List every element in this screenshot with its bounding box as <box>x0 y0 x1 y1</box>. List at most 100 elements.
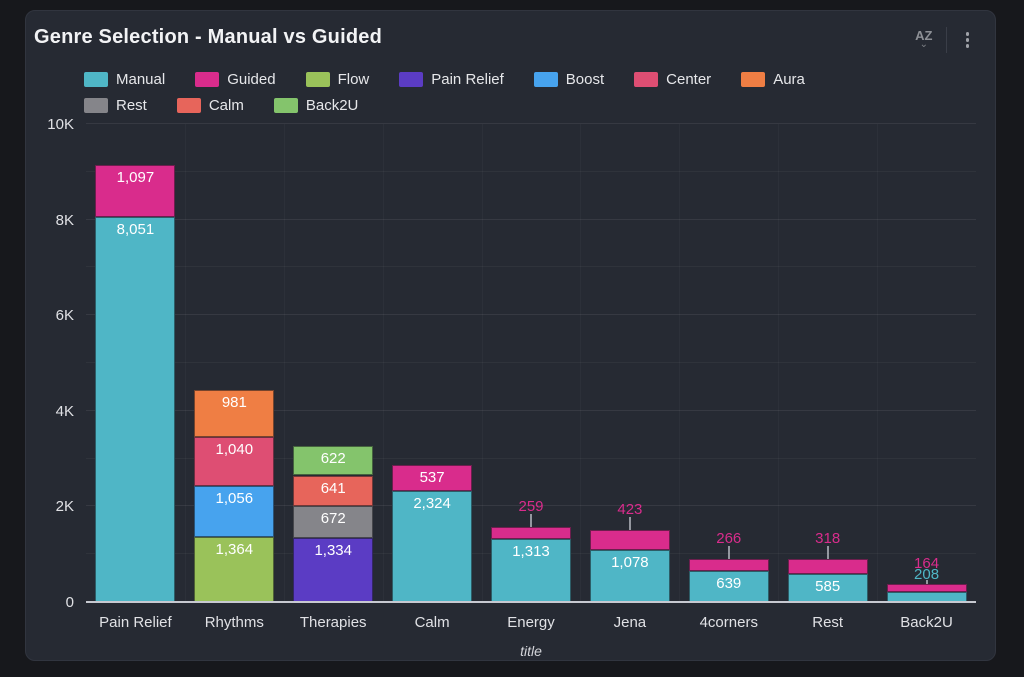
gridline <box>482 124 483 602</box>
label-connector-line <box>530 513 532 531</box>
value-label: 641 <box>320 479 346 497</box>
y-axis-tick-label: 6K <box>55 307 74 325</box>
legend-item-label: Calm <box>208 97 244 114</box>
bar-segment-therapies-back2u[interactable]: 622 <box>293 445 374 476</box>
legend-row: Rest Calm Back2U <box>84 97 805 114</box>
legend-item-guided[interactable]: Guided <box>195 71 276 88</box>
bar-segment-jena-manual[interactable]: 1,078 <box>589 550 670 602</box>
header-divider <box>945 27 947 53</box>
bar-segment-pain-relief-guided[interactable]: 1,097 <box>95 164 176 218</box>
legend-item-label: Pain Relief <box>431 71 504 88</box>
kebab-menu-icon[interactable] <box>960 29 976 51</box>
gridline <box>580 124 581 602</box>
bar-segment-rhythms-aura[interactable]: 981 <box>194 389 275 437</box>
value-label: 981 <box>221 393 247 411</box>
label-connector-line <box>826 545 829 563</box>
gridline <box>86 457 976 459</box>
bar-segment-jena-guided[interactable] <box>589 530 670 551</box>
value-label: 1,097 <box>116 168 155 186</box>
bar-segment-energy-manual[interactable]: 1,313 <box>491 539 571 602</box>
bar-segment-calm-manual[interactable]: 2,324 <box>392 490 473 602</box>
x-axis-title: title <box>520 643 542 659</box>
legend-swatch <box>84 98 108 113</box>
label-connector-line <box>628 517 631 535</box>
bar-segment-rhythms-flow[interactable]: 1,364 <box>194 536 275 602</box>
gridline <box>185 124 186 602</box>
bar-segment-therapies-calm[interactable]: 641 <box>293 475 374 507</box>
value-label: 164 <box>914 555 940 573</box>
legend-swatch <box>399 72 424 87</box>
y-axis-tick-label: 0 <box>65 594 74 611</box>
value-label: 639 <box>716 575 742 593</box>
bar-segment-calm-guided[interactable]: 537 <box>392 465 473 491</box>
bar-segment-pain-relief-manual[interactable]: 8,051 <box>95 217 176 602</box>
value-label: 2,324 <box>413 494 451 512</box>
panel-title: Genre Selection - Manual vs Guided <box>34 26 382 48</box>
legend-item-rest[interactable]: Rest <box>84 97 147 114</box>
x-axis-category-label: 4corners <box>699 614 758 631</box>
bar-segment-4corners-manual[interactable]: 639 <box>688 571 769 602</box>
legend-item-boost[interactable]: Boost <box>533 71 604 88</box>
x-axis-category-label: Back2U <box>900 614 953 631</box>
x-axis-category-label: Rest <box>812 614 844 631</box>
bar-segment-back2u-guided[interactable] <box>886 584 967 593</box>
panel-header-actions: AZ ⌄ <box>915 27 975 53</box>
legend-item-label: Guided <box>227 71 276 88</box>
value-label: 1,334 <box>314 542 352 560</box>
gridline <box>86 218 976 220</box>
legend-item-back2u[interactable]: Back2U <box>273 97 358 114</box>
value-label: 1,040 <box>215 440 254 458</box>
value-label: 537 <box>419 469 445 487</box>
legend: Manual Guided Flow Pain Relief Boost Center Au… <box>84 71 805 114</box>
bar-segment-therapies-pain-relief[interactable]: 1,334 <box>293 538 374 602</box>
x-axis-category-label: Energy <box>507 614 555 631</box>
gridline <box>383 124 384 602</box>
bar-segment-energy-guided[interactable] <box>491 526 571 540</box>
legend-row: Manual Guided Flow Pain Relief Boost Center Au… <box>84 71 805 88</box>
legend-item-label: Flow <box>337 71 370 88</box>
gridline <box>86 362 976 363</box>
chart-panel: Genre Selection - Manual vs Guided AZ ⌄ … <box>25 10 996 661</box>
legend-item-pain-relief[interactable]: Pain Relief <box>399 71 504 88</box>
legend-swatch <box>84 72 108 87</box>
legend-item-calm[interactable]: Calm <box>176 97 244 114</box>
legend-item-aura[interactable]: Aura <box>741 71 805 88</box>
x-axis-category-label: Calm <box>414 614 450 631</box>
bar-segment-rhythms-boost[interactable]: 1,056 <box>194 486 275 537</box>
gridline <box>877 124 878 602</box>
y-axis-tick-label: 4K <box>55 402 74 420</box>
legend-item-flow[interactable]: Flow <box>305 71 370 88</box>
legend-item-label: Rest <box>116 97 147 114</box>
x-axis-category-label: Pain Relief <box>99 614 172 631</box>
bar-segment-rest-manual[interactable]: 585 <box>787 574 868 602</box>
gridline <box>86 409 976 411</box>
gridline <box>778 124 779 602</box>
gridline <box>679 124 680 602</box>
legend-swatch <box>305 72 330 87</box>
value-label: 585 <box>815 578 841 596</box>
value-label: 208 <box>914 566 940 584</box>
label-connector-line <box>727 545 730 563</box>
legend-item-manual[interactable]: Manual <box>84 71 165 88</box>
legend-item-center[interactable]: Center <box>634 71 711 88</box>
legend-item-label: Aura <box>773 71 805 88</box>
value-label: 1,056 <box>215 490 254 508</box>
value-label: 8,051 <box>116 221 155 239</box>
plot-area: title 0 2K 4K 6K 8K 10K Pain Relief Rhythms Ther… <box>47 116 976 659</box>
gridline <box>86 314 976 316</box>
bar-segment-rest-guided[interactable] <box>787 558 868 575</box>
sort-az-icon[interactable]: AZ ⌄ <box>915 29 932 50</box>
y-axis-tick-label: 8K <box>55 211 74 229</box>
x-axis-category-label: Therapies <box>299 614 367 631</box>
legend-item-label: Center <box>666 71 712 88</box>
bar-segment-4corners-guided[interactable] <box>688 558 769 572</box>
value-label: 259 <box>518 497 544 515</box>
x-axis-category-label: Jena <box>613 614 647 631</box>
bar-segment-therapies-rest[interactable]: 672 <box>293 506 374 539</box>
gridline <box>284 124 285 602</box>
value-label: 672 <box>320 510 346 528</box>
chevron-down-icon: ⌄ <box>919 39 929 50</box>
value-label: 1,313 <box>512 543 550 561</box>
y-axis-tick-label: 10K <box>47 116 74 133</box>
bar-segment-rhythms-center[interactable]: 1,040 <box>194 436 275 487</box>
